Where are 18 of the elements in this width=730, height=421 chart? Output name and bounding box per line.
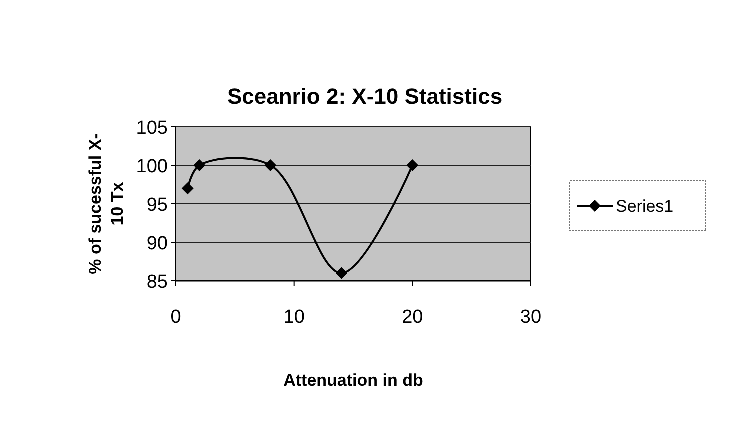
point [182,182,194,195]
point [406,160,419,172]
point [194,160,206,172]
y-axis-title: % of sucessful X-10 Tx [86,134,127,274]
x-tick-label: 30 [520,307,542,328]
x-tick-label: 0 [170,307,182,328]
y-tick-label: 95 [146,195,168,216]
y-tick-label: 105 [136,118,168,139]
x-axis-title: Attenuation in db [284,371,424,390]
point [336,267,348,280]
legend-label: Series1 [616,197,674,216]
x-tick-label: 10 [284,307,305,328]
x-tick-label: 20 [402,307,424,328]
chart-title: Sceanrio 2: X-10 Statistics [227,84,503,109]
y-tick-label: 100 [136,156,168,178]
point [264,160,277,172]
y-tick-label: 85 [146,272,168,293]
y-tick-label: 90 [146,234,168,254]
